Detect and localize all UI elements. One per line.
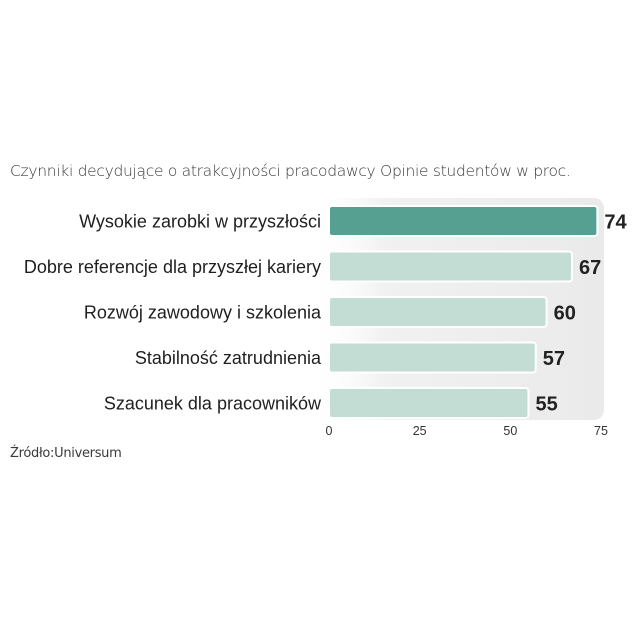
value-label-0: 74: [604, 212, 627, 234]
value-label-2: 60: [554, 303, 576, 325]
x-tick-label-2: 50: [503, 424, 517, 438]
bar-4: [328, 387, 530, 419]
category-label-3: Stabilność zatrudnienia: [135, 348, 322, 368]
category-label-0: Wysokie zarobki w przyszłości: [79, 212, 321, 232]
value-label-4: 55: [535, 394, 557, 416]
value-label-3: 57: [543, 348, 565, 370]
x-tick-label-3: 75: [594, 424, 608, 438]
category-label-1: Dobre referencje dla przyszłej kariery: [24, 257, 321, 277]
value-label-1: 67: [579, 257, 601, 279]
category-label-2: Rozwój zawodowy i szkolenia: [84, 303, 322, 323]
bar-1: [328, 250, 573, 283]
x-tick-label-0: 0: [326, 424, 333, 438]
chart-title: Czynniki decydujące o atrakcyjności prac…: [10, 162, 571, 180]
bar-2: [328, 296, 548, 328]
source-note: Źródło:Universum: [10, 446, 122, 461]
category-label-4: Szacunek dla pracowników: [104, 394, 322, 414]
bar-0: [328, 205, 599, 237]
bar-3: [328, 341, 537, 374]
x-tick-label-1: 25: [413, 424, 427, 438]
